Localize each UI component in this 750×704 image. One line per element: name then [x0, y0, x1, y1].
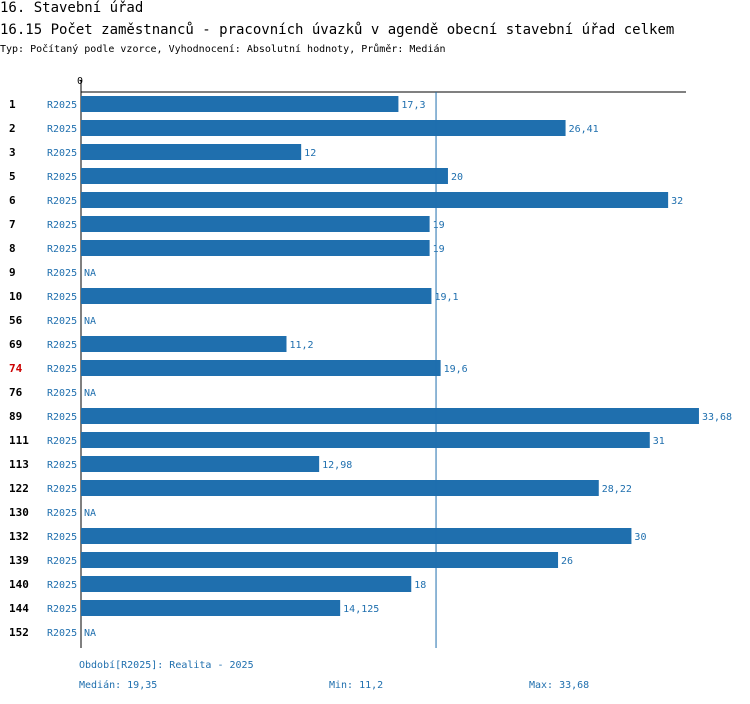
value-label-na: NA [84, 508, 96, 519]
category-label: 9 [9, 266, 16, 279]
category-label: 69 [9, 338, 22, 351]
value-label: 33,68 [702, 412, 732, 423]
period-label: R2025 [47, 556, 77, 567]
category-label: 56 [9, 314, 23, 327]
footer-max: Max: 33,68 [529, 680, 590, 691]
bar [81, 192, 669, 208]
category-label: 74 [9, 362, 23, 375]
period-label: R2025 [47, 364, 77, 375]
value-label: 18 [414, 580, 426, 591]
category-label: 144 [9, 602, 29, 615]
period-label: R2025 [47, 292, 77, 303]
bar [81, 552, 559, 568]
value-label: 26 [561, 556, 573, 567]
bar [81, 168, 448, 184]
period-label: R2025 [47, 532, 77, 543]
category-label: 111 [9, 434, 29, 447]
period-label: R2025 [47, 124, 77, 135]
period-label: R2025 [47, 148, 77, 159]
period-label: R2025 [47, 412, 77, 423]
category-label: 2 [9, 122, 16, 135]
period-label: R2025 [47, 244, 77, 255]
bar [81, 456, 320, 472]
value-label: 14,125 [343, 604, 379, 615]
period-label: R2025 [47, 628, 77, 639]
category-label: 139 [9, 554, 29, 567]
value-label: 17,3 [401, 100, 425, 111]
period-label: R2025 [47, 508, 77, 519]
value-label-na: NA [84, 388, 96, 399]
value-label-na: NA [84, 268, 96, 279]
bar [81, 480, 599, 496]
bar [81, 240, 430, 256]
bar [81, 336, 287, 352]
period-label: R2025 [47, 460, 77, 471]
section-heading: 16. Stavební úřad [0, 0, 144, 16]
period-label: R2025 [47, 268, 77, 279]
category-label: 130 [9, 506, 29, 519]
category-label: 5 [9, 170, 16, 183]
period-label: R2025 [47, 604, 77, 615]
chart-subtitle: Typ: Počítaný podle vzorce, Vyhodnocení:… [0, 44, 446, 55]
period-label: R2025 [47, 484, 77, 495]
footer-min: Min: 11,2 [329, 680, 384, 691]
bar [81, 216, 430, 232]
category-label: 113 [9, 458, 29, 471]
period-label: R2025 [47, 100, 77, 111]
bar [81, 96, 399, 112]
value-label: 26,41 [569, 124, 599, 135]
period-label: R2025 [47, 196, 77, 207]
category-label: 132 [9, 530, 29, 543]
category-label: 1 [9, 98, 16, 111]
value-label: 11,2 [289, 340, 313, 351]
category-label: 3 [9, 146, 16, 159]
value-label: 19,6 [444, 364, 468, 375]
category-label: 7 [9, 218, 16, 231]
period-label: R2025 [47, 388, 77, 399]
period-label: R2025 [47, 340, 77, 351]
footer-period: Období[R2025]: Realita - 2025 [79, 660, 254, 671]
value-label: 32 [671, 196, 683, 207]
value-label: 12,98 [322, 460, 352, 471]
x-axis-zero-label: 0 [77, 76, 83, 87]
chart-title: 16.15 Počet zaměstnanců - pracovních úva… [0, 22, 675, 38]
category-label: 152 [9, 626, 29, 639]
category-label: 89 [9, 410, 22, 423]
value-label: 12 [304, 148, 316, 159]
value-label: 28,22 [602, 484, 632, 495]
value-label: 19 [433, 220, 445, 231]
bar [81, 120, 566, 136]
value-label: 19,1 [434, 292, 458, 303]
bar [81, 360, 441, 376]
value-label: 20 [451, 172, 463, 183]
bar [81, 288, 432, 304]
category-label: 10 [9, 290, 22, 303]
bar [81, 528, 632, 544]
category-label: 8 [9, 242, 16, 255]
bar [81, 408, 699, 424]
footer-median: Medián: 19,35 [79, 680, 158, 691]
value-label: 31 [653, 436, 665, 447]
category-label: 122 [9, 482, 29, 495]
category-label: 6 [9, 194, 16, 207]
bar [81, 144, 302, 160]
bar [81, 432, 650, 448]
period-label: R2025 [47, 172, 77, 183]
value-label-na: NA [84, 628, 96, 639]
period-label: R2025 [47, 580, 77, 591]
period-label: R2025 [47, 220, 77, 231]
value-label: 30 [634, 532, 646, 543]
period-label: R2025 [47, 316, 77, 327]
period-label: R2025 [47, 436, 77, 447]
category-label: 140 [9, 578, 29, 591]
bar [81, 576, 412, 592]
value-label-na: NA [84, 316, 96, 327]
bar [81, 600, 341, 616]
value-label: 19 [433, 244, 445, 255]
category-label: 76 [9, 386, 23, 399]
